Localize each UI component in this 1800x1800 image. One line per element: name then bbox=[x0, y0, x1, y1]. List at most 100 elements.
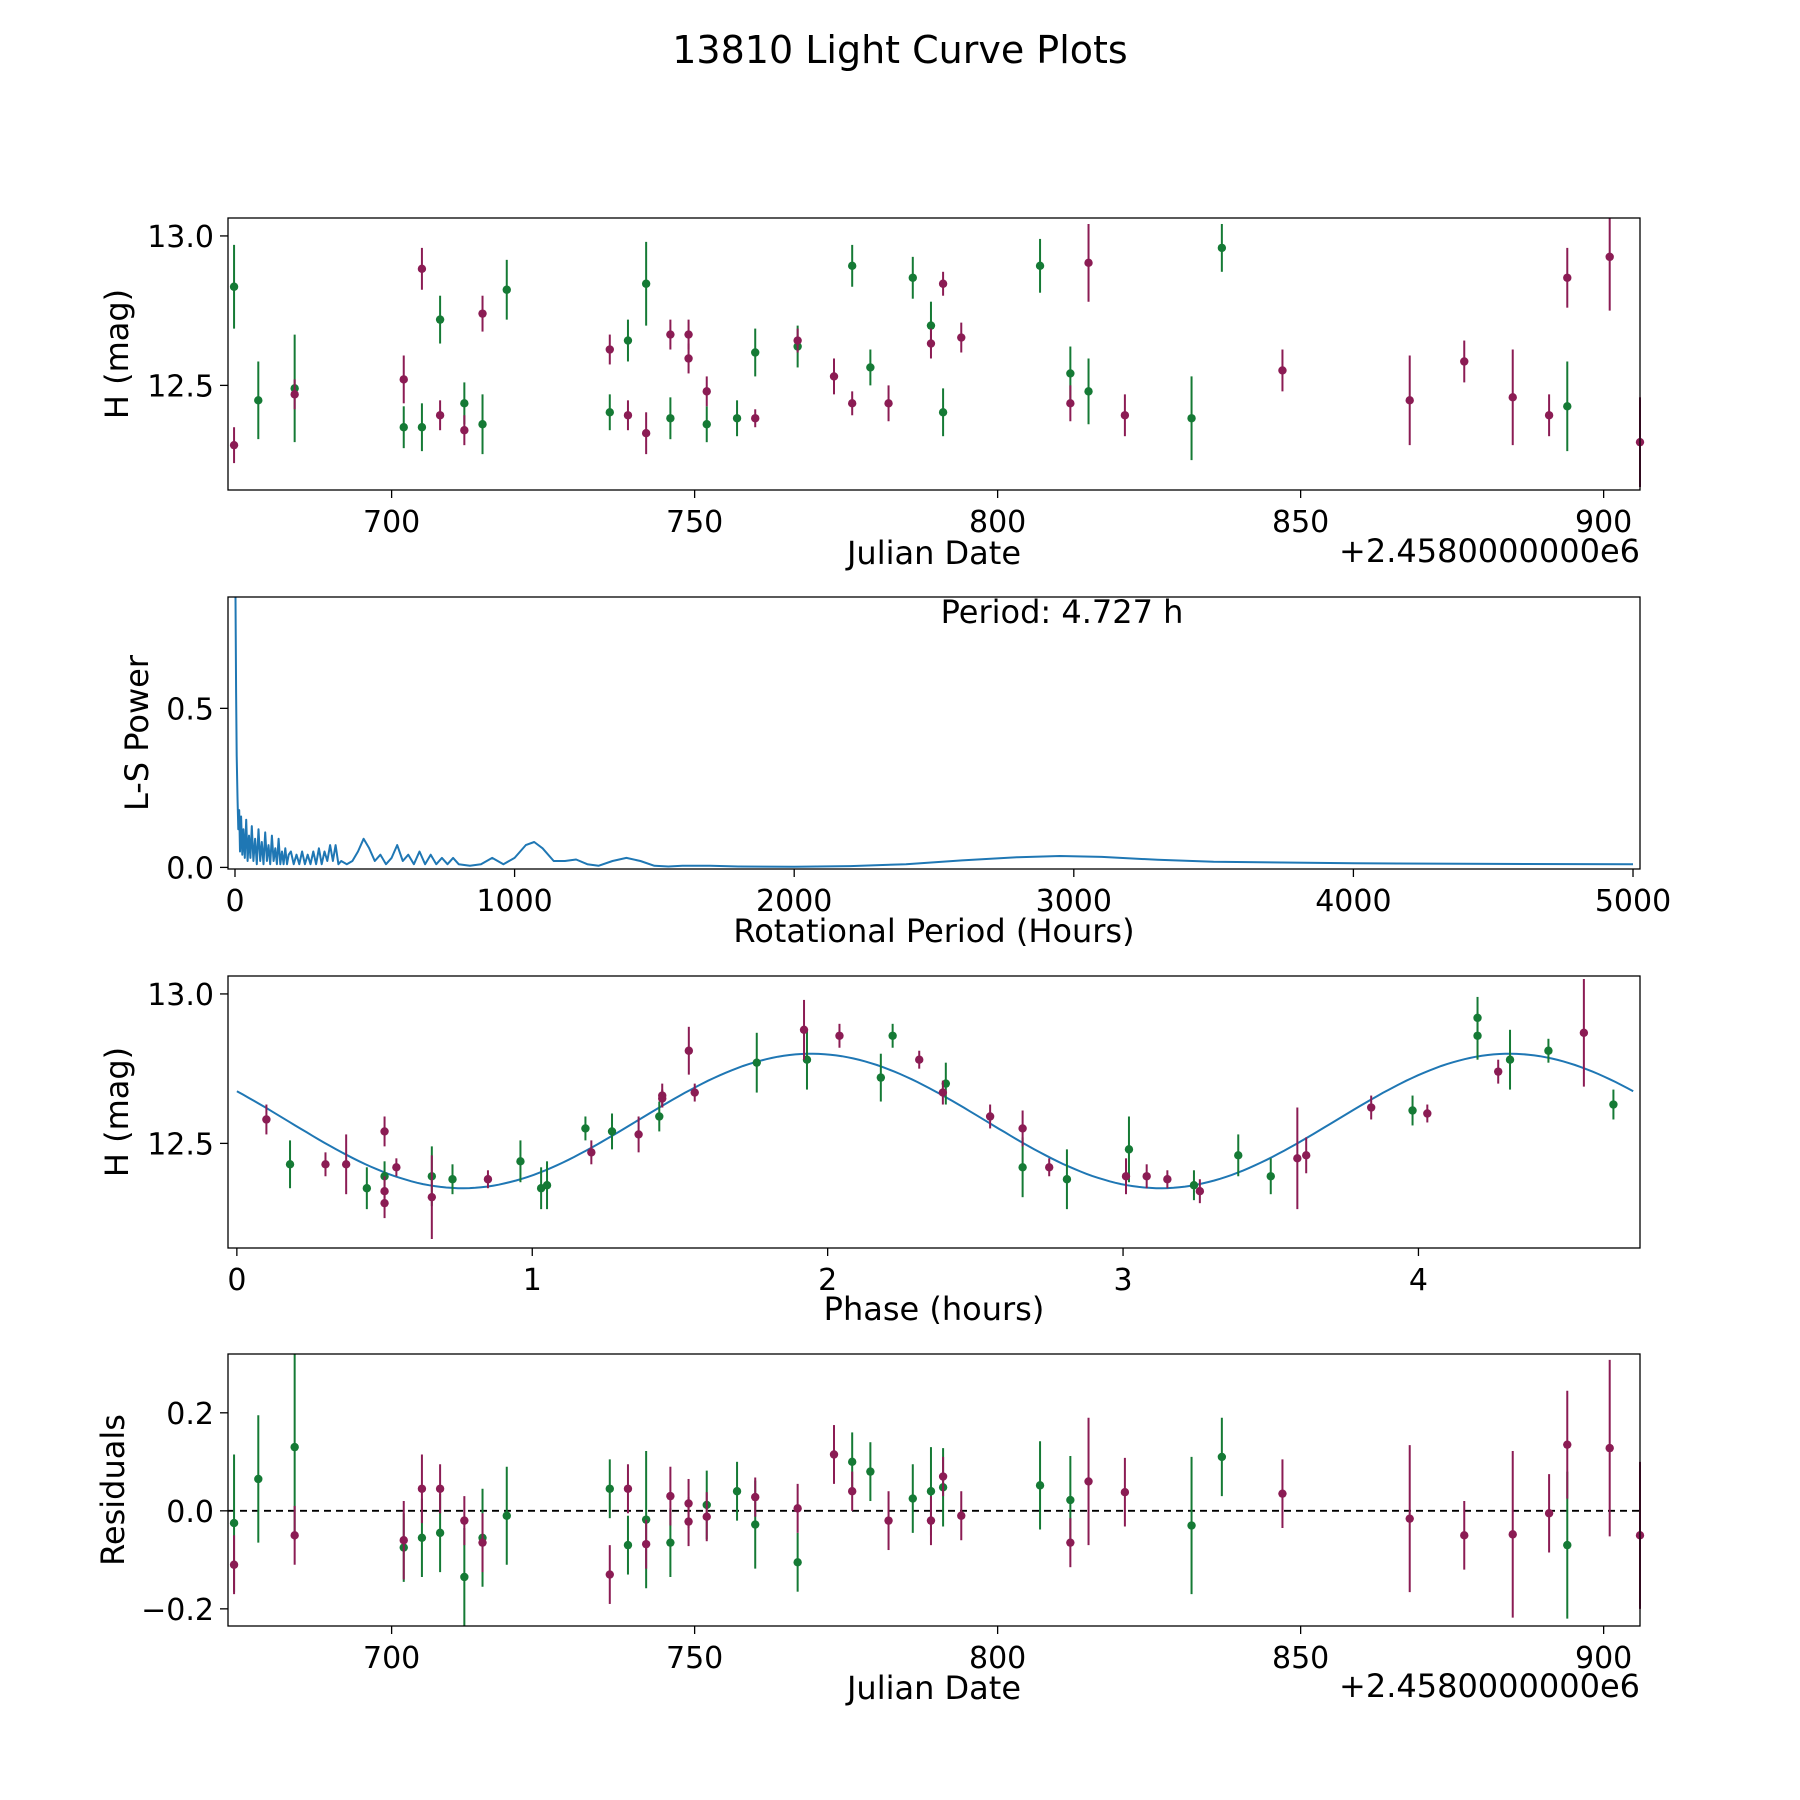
red-data-point bbox=[684, 1046, 694, 1055]
red-data-point bbox=[1195, 1187, 1205, 1196]
red-data-point bbox=[1278, 366, 1287, 375]
green-data-point bbox=[290, 1442, 299, 1452]
red-data-point bbox=[1405, 396, 1414, 405]
red-data-point bbox=[290, 1531, 299, 1540]
green-data-point bbox=[888, 1031, 897, 1040]
green-data-point bbox=[1187, 414, 1196, 423]
red-data-point bbox=[702, 387, 711, 396]
red-data-point bbox=[1120, 1488, 1130, 1497]
green-data-point bbox=[417, 1533, 427, 1542]
x-tick-label: 900 bbox=[1575, 1641, 1632, 1676]
x-tick-label: 1000 bbox=[476, 884, 552, 919]
green-data-point bbox=[1408, 1106, 1417, 1115]
red-data-point bbox=[1405, 1514, 1414, 1523]
red-data-point bbox=[460, 1516, 469, 1525]
red-data-point bbox=[290, 390, 299, 399]
panel-lightcurve: 700 750 800 850 900 12.5 13.0 Julian Date +2.… bbox=[98, 217, 1645, 572]
green-data-point bbox=[847, 261, 857, 271]
green-data-point bbox=[607, 1127, 617, 1136]
x-tick-label: 850 bbox=[1272, 1641, 1329, 1676]
green-data-point bbox=[516, 1157, 525, 1166]
red-data-point bbox=[1142, 1172, 1151, 1181]
green-data-point bbox=[866, 1467, 875, 1476]
green-data-point bbox=[362, 1184, 372, 1193]
red-data-point bbox=[634, 1130, 643, 1139]
green-data-point bbox=[666, 414, 675, 423]
panel-phased: 0 1 2 3 4 12.5 13.0 Phase (hours) H (mag) bbox=[98, 975, 1641, 1328]
red-data-point bbox=[957, 1511, 966, 1520]
phased-x-ticks: 0 1 2 3 4 bbox=[227, 1248, 1428, 1298]
green-data-point bbox=[1563, 1540, 1572, 1550]
red-data-point bbox=[623, 1484, 633, 1493]
phased-data-area bbox=[236, 978, 1634, 1240]
green-data-point bbox=[866, 363, 875, 372]
green-data-point bbox=[254, 396, 263, 405]
green-data-point bbox=[666, 1538, 675, 1547]
green-data-point bbox=[623, 336, 633, 345]
y-tick-label: 0.0 bbox=[166, 851, 214, 886]
x-tick-label: 0 bbox=[225, 884, 244, 919]
model-curve bbox=[236, 1052, 1634, 1190]
red-data-point bbox=[399, 1536, 408, 1545]
red-data-point bbox=[793, 336, 802, 345]
green-data-point bbox=[1217, 243, 1227, 253]
x-tick-label: 0 bbox=[227, 1263, 246, 1298]
phased-y-ticks: 12.5 13.0 bbox=[147, 978, 228, 1162]
red-data-point bbox=[751, 414, 760, 423]
residuals-y-ticks: −0.2 0.0 0.2 bbox=[141, 1397, 228, 1628]
red-data-point bbox=[1163, 1175, 1172, 1184]
green-data-point bbox=[752, 1058, 761, 1067]
red-data-point bbox=[847, 399, 857, 408]
green-data-point bbox=[847, 1457, 857, 1467]
green-data-point bbox=[1187, 1521, 1196, 1530]
periodogram-line bbox=[234, 596, 1634, 868]
red-data-point bbox=[684, 1517, 693, 1526]
x-tick-label: 4000 bbox=[1315, 884, 1391, 919]
red-data-point bbox=[605, 345, 614, 354]
green-data-point bbox=[1473, 1031, 1482, 1040]
red-data-point bbox=[587, 1148, 596, 1157]
green-data-point bbox=[926, 1487, 936, 1496]
residuals-data-area bbox=[228, 1354, 1645, 1626]
red-data-point bbox=[1121, 1172, 1131, 1181]
residuals-frame bbox=[227, 1353, 1641, 1627]
red-data-point bbox=[1366, 1103, 1376, 1112]
red-data-point bbox=[435, 1484, 445, 1493]
green-data-point bbox=[1563, 402, 1572, 411]
red-data-point bbox=[1084, 1477, 1093, 1486]
green-data-point bbox=[399, 423, 408, 432]
red-data-point bbox=[1045, 1163, 1054, 1172]
red-data-point bbox=[1563, 1440, 1572, 1449]
red-data-point bbox=[926, 1516, 936, 1525]
red-data-point bbox=[380, 1127, 389, 1136]
green-data-point bbox=[1066, 369, 1075, 378]
red-data-point bbox=[702, 1512, 711, 1521]
green-data-point bbox=[1266, 1172, 1275, 1181]
y-tick-label: 12.5 bbox=[147, 1127, 214, 1162]
red-data-point bbox=[1120, 411, 1130, 420]
red-data-point bbox=[1018, 1124, 1027, 1133]
green-data-point bbox=[460, 399, 469, 408]
red-data-point bbox=[341, 1160, 351, 1169]
residuals-x-label: Julian Date bbox=[845, 1669, 1021, 1707]
green-data-point bbox=[502, 1511, 511, 1520]
red-data-point bbox=[1605, 1443, 1614, 1453]
red-data-point bbox=[1460, 1531, 1469, 1540]
red-data-point bbox=[829, 1450, 839, 1459]
periodogram-annotation: Period: 4.727 h bbox=[941, 593, 1184, 631]
red-data-point bbox=[1084, 258, 1093, 268]
green-data-point bbox=[1035, 1481, 1045, 1490]
figure-title: 13810 Light Curve Plots bbox=[672, 28, 1128, 72]
red-data-point bbox=[938, 1088, 948, 1097]
red-data-point bbox=[380, 1198, 389, 1208]
lightcurve-frame bbox=[227, 217, 1641, 491]
green-data-point bbox=[448, 1175, 457, 1184]
phased-frame bbox=[227, 975, 1641, 1249]
y-tick-label: 0.5 bbox=[166, 692, 214, 727]
red-data-point bbox=[1508, 393, 1517, 402]
lightcurve-y-ticks: 12.5 13.0 bbox=[147, 220, 228, 404]
lightcurve-data-area bbox=[229, 218, 1645, 488]
red-data-point bbox=[435, 411, 445, 420]
red-data-point bbox=[1066, 399, 1075, 408]
